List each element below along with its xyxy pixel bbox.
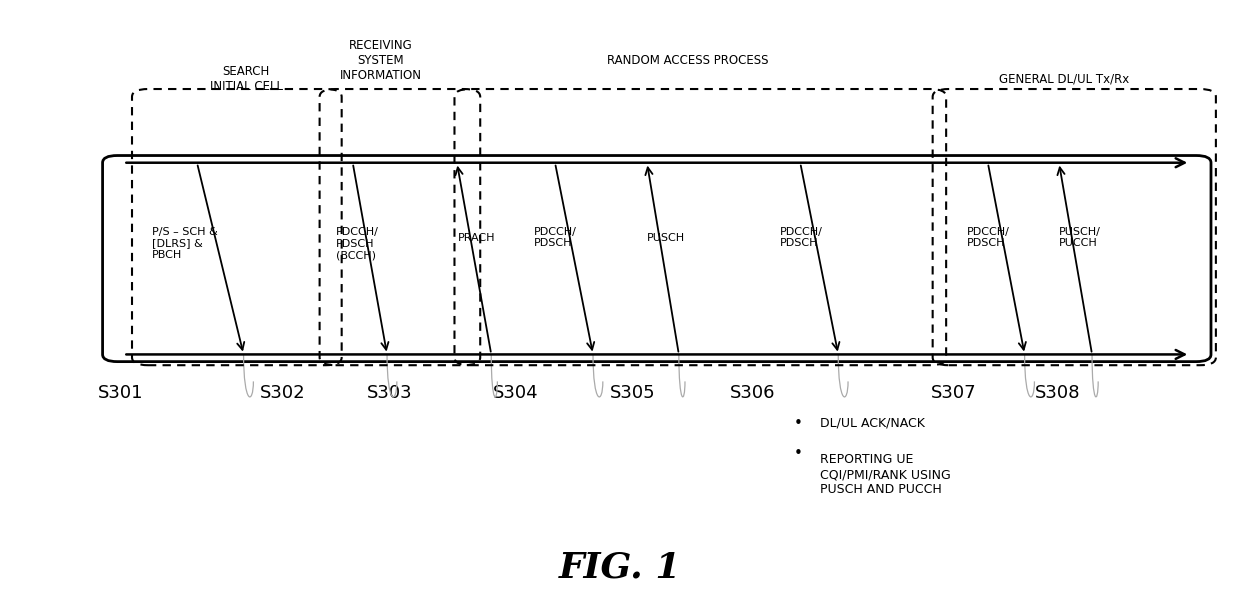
Text: P/S – SCH &
[DLRS] &
PBCH: P/S – SCH & [DLRS] & PBCH [151,227,217,260]
Text: REPORTING UE
CQI/PMI/RANK USING
PUSCH AND PUCCH: REPORTING UE CQI/PMI/RANK USING PUSCH AN… [820,453,951,497]
Text: DL/UL ACK/NACK: DL/UL ACK/NACK [820,417,925,430]
Text: S307: S307 [931,384,976,402]
Text: GENERAL DL/UL Tx/Rx: GENERAL DL/UL Tx/Rx [998,72,1128,85]
Text: •: • [794,416,802,431]
Text: S305: S305 [609,384,655,402]
Text: PUSCH: PUSCH [647,232,684,243]
Text: PRACH: PRACH [458,232,496,243]
Text: SEARCH
INITIAL CELL: SEARCH INITIAL CELL [210,65,283,93]
Text: S303: S303 [367,384,413,402]
Text: RECEIVING
SYSTEM
INFORMATION: RECEIVING SYSTEM INFORMATION [340,39,422,82]
Text: PDCCH/
PDSCH: PDCCH/ PDSCH [967,227,1009,248]
Text: S308: S308 [1035,384,1080,402]
Text: S306: S306 [729,384,775,402]
Text: RANDOM ACCESS PROCESS: RANDOM ACCESS PROCESS [606,55,769,67]
Text: PDCCH/
PDSCH: PDCCH/ PDSCH [780,227,822,248]
Text: S302: S302 [260,384,305,402]
Text: PDCCH/
PDSCH
(BCCH): PDCCH/ PDSCH (BCCH) [336,227,378,260]
Text: FIG. 1: FIG. 1 [559,550,681,584]
Text: PDCCH/
PDSCH: PDCCH/ PDSCH [534,227,577,248]
Text: •: • [794,446,802,461]
Text: S304: S304 [494,384,538,402]
Text: PUSCH/
PUCCH: PUSCH/ PUCCH [1059,227,1101,248]
Text: S301: S301 [98,384,144,402]
